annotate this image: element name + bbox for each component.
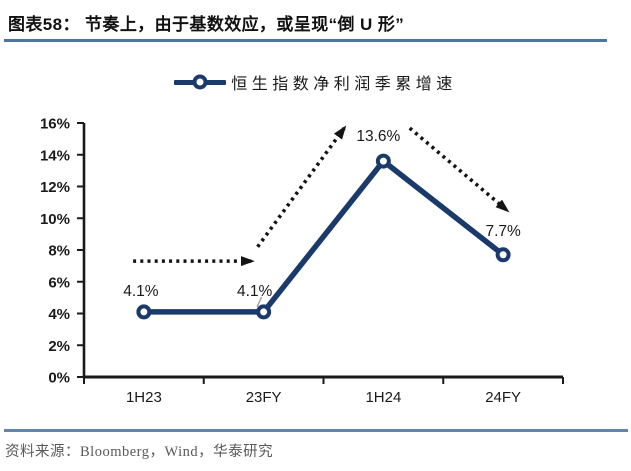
x-axis-label: 1H23	[126, 389, 162, 406]
data-point-marker	[495, 247, 511, 263]
x-axis-label: 23FY	[246, 389, 282, 406]
data-point-marker	[136, 304, 152, 320]
series-line	[141, 158, 506, 315]
y-axis-label: 6%	[48, 274, 70, 291]
x-axis-label: 1H24	[365, 389, 401, 406]
data-label: 13.6%	[356, 128, 400, 145]
data-point-marker	[375, 153, 391, 169]
x-axis-label: 24FY	[485, 389, 521, 406]
trend-arrow	[408, 126, 510, 213]
y-axis-label: 0%	[48, 370, 70, 387]
label-leader-line	[256, 296, 263, 308]
data-label: 4.1%	[123, 283, 159, 300]
data-label: 4.1%	[237, 283, 273, 300]
legend-line-marker-icon	[174, 74, 227, 90]
y-axis-label: 8%	[48, 243, 70, 260]
legend-circle-marker-icon	[192, 74, 208, 90]
data-label: 7.7%	[485, 223, 521, 240]
legend: 恒生指数净利润季累增速	[0, 68, 631, 96]
y-axis-label: 10%	[40, 211, 70, 228]
figure-title: 图表58： 节奏上，由于基数效应，或呈现“倒 U 形”	[8, 15, 405, 34]
title-rule	[4, 39, 607, 42]
legend-label: 恒生指数净利润季累增速	[231, 76, 457, 93]
y-axis-label: 2%	[48, 338, 70, 355]
y-axis-label: 12%	[40, 179, 70, 196]
trend-arrow	[256, 125, 347, 248]
y-axis-label: 16%	[40, 116, 70, 133]
y-axis-label: 4%	[48, 306, 70, 323]
footer-rule	[4, 429, 628, 432]
data-point-marker	[256, 304, 272, 320]
source-note: 资料来源：Bloomberg，Wind，华泰研究	[5, 444, 274, 460]
y-axis-label: 14%	[40, 147, 70, 164]
